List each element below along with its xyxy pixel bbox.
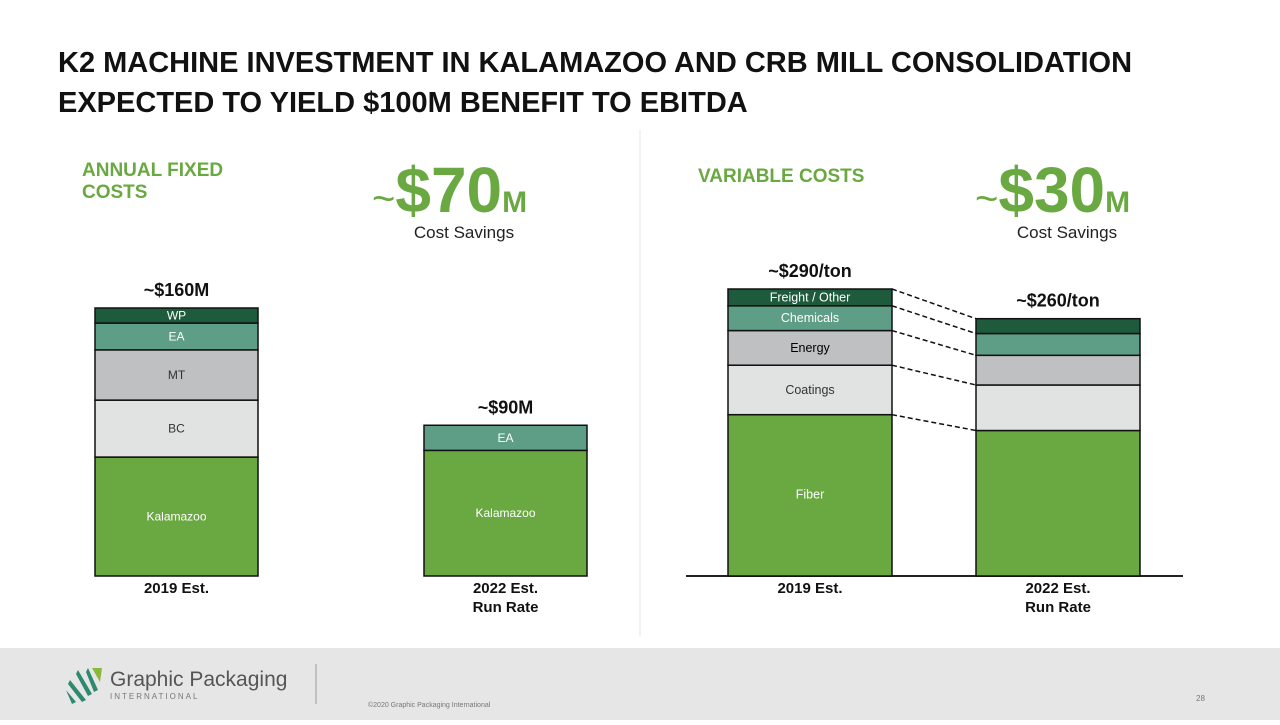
savings-unit: M [1105,186,1130,219]
segment-label: Fiber [796,488,824,502]
segment-label: MT [168,368,186,382]
segment-label: Freight / Other [770,290,851,304]
segment-label: Kalamazoo [475,506,535,520]
bar-segment [727,413,893,577]
x-tick-label: 2019 Est. [144,580,209,597]
section-title: ANNUAL FIXED [82,160,223,181]
bar-segment [975,354,1141,386]
total-label: ~$290/ton [768,261,852,281]
x-tick-label: 2019 Est. [777,580,842,597]
total-label: ~$260/ton [1016,291,1100,311]
bar-segment [94,456,259,577]
bar-segment [975,384,1141,432]
bar-segment [975,317,1141,335]
slide-title: EXPECTED TO YIELD $100M BENEFIT TO EBITD… [58,87,748,119]
savings-label: Cost Savings [1017,223,1117,242]
bar-segment [94,307,259,324]
bar-segment [423,424,588,452]
bar-segment [94,349,259,401]
total-label: ~$160M [144,280,210,300]
segment-label: Chemicals [781,311,839,325]
connector [891,288,977,320]
savings-amount: ~$70M [372,154,527,226]
segment-label: Energy [790,341,830,355]
segment-label: EA [497,431,513,445]
x-tick-label: 2022 Est. [1025,580,1090,597]
bar-segment [727,288,893,307]
connector [891,413,977,432]
connector [891,364,977,386]
savings-label: Cost Savings [414,223,514,242]
segment-label: Kalamazoo [146,510,206,524]
section-title: VARIABLE COSTS [698,166,864,187]
savings-unit: M [502,186,527,219]
savings-amount: ~$30M [975,154,1130,226]
segment-label: BC [168,422,185,436]
bar-segment [94,322,259,351]
bar-segment [727,305,893,332]
section-title: COSTS [82,182,147,203]
connector [891,305,977,335]
x-tick-label: Run Rate [1025,599,1091,616]
bar-segment [975,429,1141,577]
savings-amount: $30 [998,154,1105,226]
bar-segment [94,399,259,458]
logo-icon [66,668,102,704]
connector [891,329,977,357]
segment-label: EA [168,329,184,343]
page-number: 28 [1196,694,1205,703]
logo-sub: INTERNATIONAL [110,692,199,701]
slide-title: K2 MACHINE INVESTMENT IN KALAMAZOO AND C… [58,47,1132,79]
x-tick-label: Run Rate [473,599,539,616]
copyright: ©2020 Graphic Packaging International [368,701,491,709]
bar-segment [975,332,1141,357]
savings-approx: ~ [975,177,998,221]
bar-segment [423,449,588,577]
savings-approx: ~ [372,177,395,221]
total-label: ~$90M [478,397,534,417]
footer-band [0,648,1280,720]
savings-amount: $70 [395,154,502,226]
segment-label: WP [167,309,186,323]
x-tick-label: 2022 Est. [473,580,538,597]
logo-name: Graphic Packaging [110,668,287,691]
segment-label: Coatings [785,383,834,397]
